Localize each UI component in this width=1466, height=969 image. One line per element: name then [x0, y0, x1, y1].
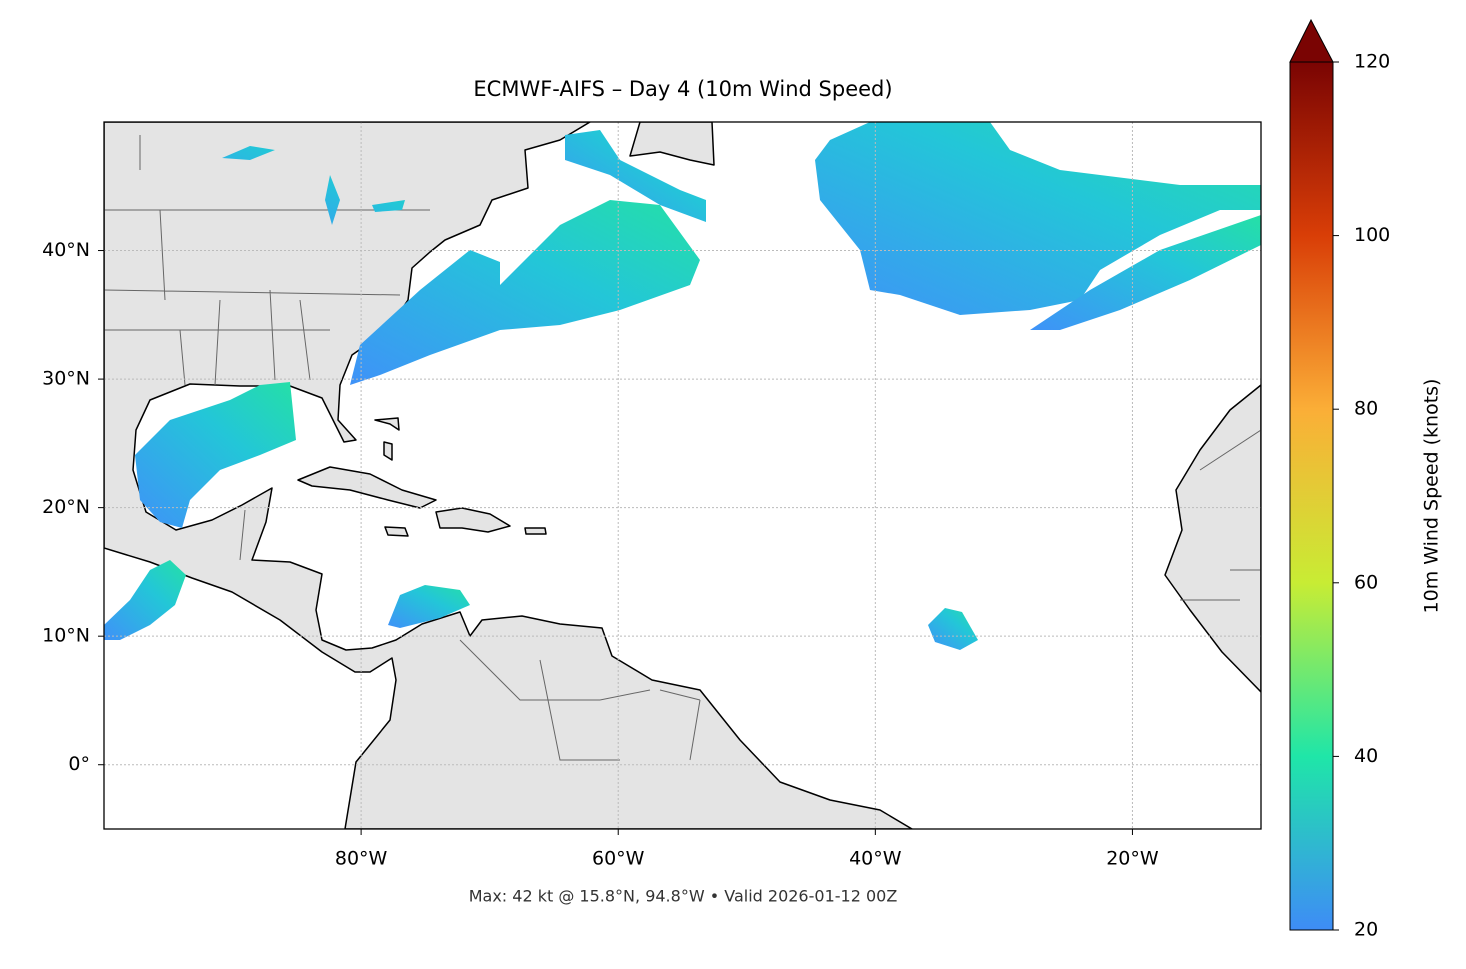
wind-area	[350, 200, 700, 385]
wind-field	[104, 122, 1261, 650]
hispaniola	[435, 507, 511, 533]
colorbar-extend	[1289, 18, 1334, 63]
x-tick-label: 40°W	[849, 848, 902, 870]
x-tick-label: 80°W	[335, 848, 388, 870]
y-tick-label: 0°	[68, 753, 90, 775]
map-frame	[103, 121, 1262, 830]
map-ticks: 80°W 60°W 40°W 20°W 0° 10°N 20°N 30°N 40°N	[42, 239, 1159, 869]
wind-area	[222, 146, 405, 225]
graticule	[104, 122, 1261, 829]
jamaica	[384, 526, 409, 537]
cuba	[297, 466, 437, 509]
y-tick-label: 30°N	[42, 368, 90, 390]
x-tick-label: 60°W	[592, 848, 645, 870]
wind-area	[1030, 215, 1261, 330]
colorbar-label: 10m Wind Speed (knots)	[1421, 379, 1443, 614]
colorbar: 20 40 60 80 100 120	[1289, 18, 1390, 941]
colorbar-tick-label: 100	[1354, 224, 1390, 246]
colorbar-bar	[1289, 61, 1334, 931]
map	[104, 122, 1261, 829]
y-tick-label: 10°N	[42, 625, 90, 647]
colorbar-tick-label: 80	[1354, 398, 1378, 420]
x-tick-label: 20°W	[1106, 848, 1159, 870]
colorbar-tick-label: 120	[1354, 51, 1390, 73]
newfoundland	[629, 122, 715, 166]
africa	[1164, 384, 1261, 693]
borders	[104, 135, 1261, 761]
title: ECMWF-AIFS – Day 4 (10m Wind Speed)	[473, 77, 892, 101]
bahamas	[374, 417, 400, 461]
wind-area	[565, 130, 706, 222]
colorbar-tick-label: 40	[1354, 745, 1378, 767]
wind-area	[135, 382, 296, 528]
colorbar-tick-label: 60	[1354, 571, 1378, 593]
wind-area	[104, 560, 186, 640]
wind-area	[928, 608, 978, 650]
y-tick-label: 40°N	[42, 239, 90, 261]
puerto-rico	[524, 527, 547, 535]
y-tick-label: 20°N	[42, 496, 90, 518]
wind-area	[815, 122, 1261, 315]
colorbar-tick-label: 20	[1354, 919, 1378, 941]
footnote: Max: 42 kt @ 15.8°N, 94.8°W • Valid 2026…	[469, 887, 898, 906]
wind-area	[388, 585, 470, 628]
